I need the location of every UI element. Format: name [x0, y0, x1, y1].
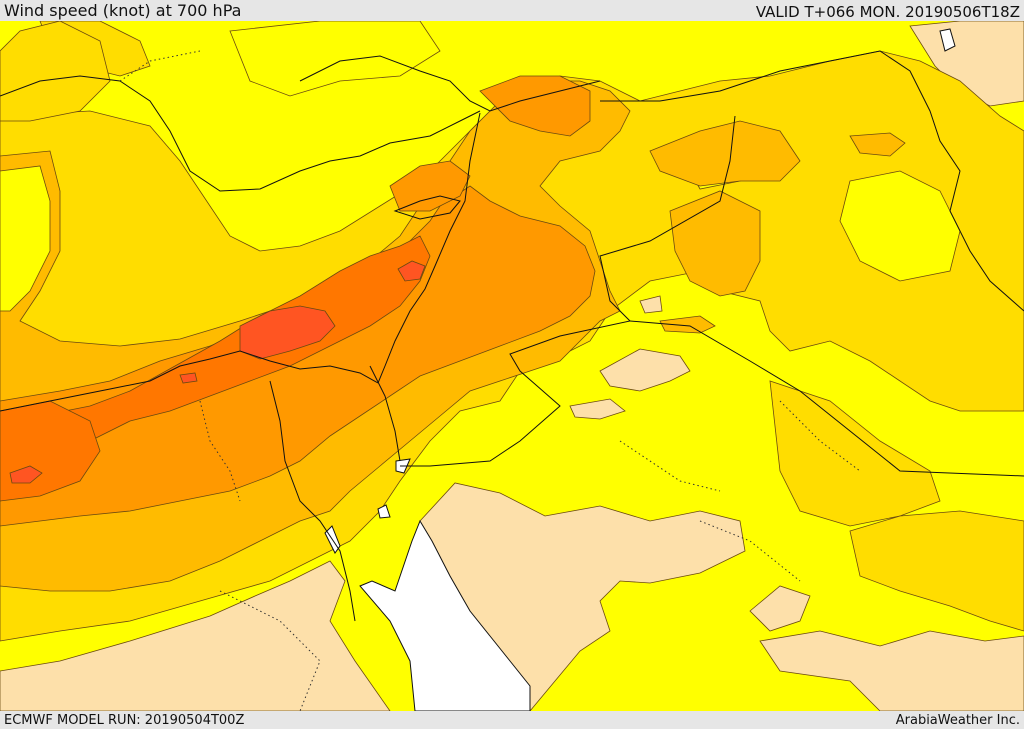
- egypt-coastline: [0, 350, 379, 412]
- wind-band-lightest: [749, 585, 811, 632]
- wind-band-red-orange: [9, 465, 43, 484]
- wind-band-yellow: [0, 165, 51, 312]
- wind-band-lightest: [599, 348, 691, 392]
- wind-band-amber: [849, 132, 906, 157]
- red-sea-mask: [359, 519, 531, 711]
- iraq-border: [600, 50, 1024, 312]
- anatolia-coastline: [299, 55, 601, 112]
- cyprus-coastline: [393, 195, 461, 220]
- saudi-iraq-border: [629, 320, 1024, 477]
- model-run-label: ECMWF MODEL RUN: 20190504T00Z: [4, 713, 245, 728]
- wind-band-yellow: [839, 170, 961, 282]
- wind-band-lightest: [0, 560, 391, 711]
- wind-band-gold: [769, 380, 941, 527]
- footer-bar: ECMWF MODEL RUN: 20190504T00Z ArabiaWeat…: [0, 711, 1024, 729]
- wind-band-red-orange: [179, 372, 198, 384]
- lake-mask: [939, 28, 956, 52]
- wind-band-red-orange: [397, 260, 426, 282]
- wind-band-amber: [649, 120, 801, 187]
- wind-band-orange: [479, 75, 591, 137]
- wind-band-dark-orange: [0, 235, 431, 502]
- valid-time: VALID T+066 MON. 20190506T18Z: [755, 3, 1020, 21]
- provincial-borders: [119, 50, 861, 711]
- wind-speed-map: [0, 21, 1024, 711]
- header-bar: Wind speed (knot) at 700 hPa VALID T+066…: [0, 0, 1024, 21]
- levant-coastline: [377, 112, 481, 384]
- mediterranean-coastline: [0, 75, 481, 192]
- wind-band-gold: [849, 510, 1024, 632]
- map-canvas: [0, 21, 1024, 711]
- wind-band-amber: [659, 315, 716, 334]
- wind-band-gold: [0, 21, 111, 122]
- lake-mask: [377, 504, 391, 519]
- map-title: Wind speed (knot) at 700 hPa: [4, 1, 242, 20]
- wind-band-lightest: [639, 295, 663, 314]
- syria-iraq-border: [400, 115, 736, 467]
- wind-band-lightest: [569, 398, 626, 420]
- wind-band-red-orange: [239, 305, 336, 360]
- sinai-border: [369, 365, 401, 462]
- credit-label: ArabiaWeather Inc.: [895, 713, 1020, 728]
- wind-band-lightest: [759, 630, 1024, 711]
- nile-river: [269, 380, 356, 622]
- wind-band-yellow: [229, 21, 441, 97]
